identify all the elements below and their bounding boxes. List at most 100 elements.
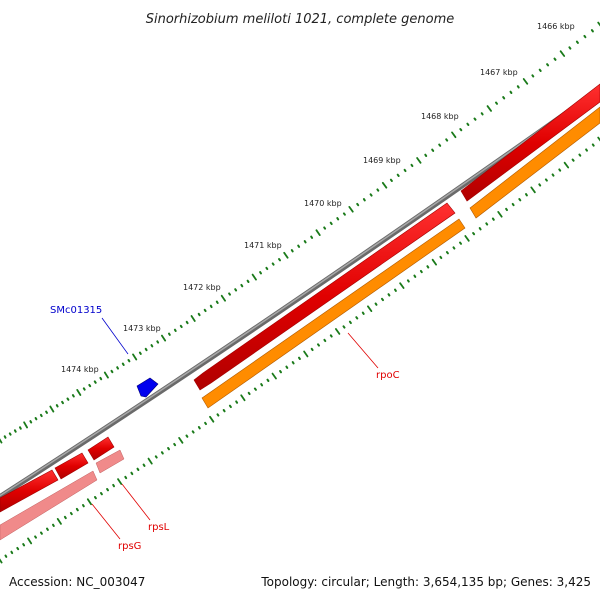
- major-tick: [27, 537, 33, 545]
- gene-label-SMc01315[interactable]: SMc01315: [50, 305, 102, 316]
- tick-label: 1469 kbp: [363, 156, 401, 165]
- major-tick: [497, 210, 503, 218]
- minor-tick: [410, 163, 414, 168]
- minor-tick: [310, 235, 314, 239]
- callout-line: [121, 483, 151, 521]
- minor-tick: [297, 244, 301, 248]
- minor-tick: [459, 241, 462, 245]
- minor-tick: [266, 378, 270, 382]
- minor-tick: [290, 249, 294, 253]
- minor-tick: [445, 251, 449, 255]
- minor-tick: [63, 515, 67, 520]
- minor-tick: [452, 246, 456, 250]
- minor-tick: [127, 359, 131, 363]
- minor-tick: [228, 404, 232, 409]
- minor-tick: [525, 193, 528, 197]
- inner-tick-track: [0, 136, 600, 564]
- gene-rpsL-cds[interactable]: [54, 436, 115, 480]
- major-tick: [303, 350, 309, 358]
- minor-tick: [154, 455, 158, 459]
- minor-tick: [22, 543, 26, 547]
- minor-tick: [197, 312, 201, 317]
- minor-tick: [247, 391, 251, 396]
- minor-tick: [45, 410, 48, 414]
- minor-tick: [222, 409, 226, 413]
- major-tick: [132, 353, 138, 361]
- tick-label: 1473 kbp: [123, 324, 161, 333]
- minor-tick: [150, 344, 154, 348]
- minor-tick: [568, 46, 572, 50]
- gene-rpoC-rna[interactable]: [201, 106, 600, 409]
- minor-tick: [138, 351, 142, 355]
- minor-tick: [509, 90, 513, 94]
- minor-tick: [168, 332, 171, 336]
- minor-tick: [4, 554, 8, 558]
- minor-tick: [116, 366, 119, 370]
- minor-tick: [336, 217, 340, 221]
- gene-rpoC-cds[interactable]: [193, 83, 600, 391]
- minor-tick: [71, 394, 75, 398]
- minor-tick: [185, 320, 189, 325]
- minor-tick: [491, 217, 495, 221]
- gene-rpsL-rna[interactable]: [95, 449, 125, 474]
- minor-tick: [403, 168, 407, 173]
- minor-tick: [253, 387, 257, 391]
- minor-tick: [112, 483, 115, 488]
- minor-tick: [94, 496, 97, 500]
- genome-backbone: [0, 86, 600, 500]
- minor-tick: [591, 143, 595, 147]
- minor-tick: [144, 347, 148, 352]
- major-tick: [283, 251, 289, 259]
- major-tick: [522, 78, 529, 85]
- major-tick: [348, 205, 354, 213]
- minor-tick: [204, 421, 207, 426]
- major-tick: [251, 273, 257, 281]
- minor-tick: [406, 279, 410, 283]
- minor-tick: [260, 383, 264, 387]
- outer-tick-track: [0, 21, 600, 444]
- minor-tick: [329, 334, 333, 338]
- minor-tick: [197, 426, 201, 430]
- minor-tick: [438, 143, 442, 147]
- major-tick: [147, 457, 153, 465]
- minor-tick: [278, 258, 281, 262]
- callout-line: [101, 317, 129, 355]
- minor-tick: [142, 463, 146, 467]
- tick-label: 1467 kbp: [480, 68, 518, 77]
- minor-tick: [13, 429, 17, 433]
- minor-tick: [16, 546, 20, 551]
- major-tick: [103, 371, 109, 379]
- minor-tick: [431, 148, 435, 152]
- minor-tick: [173, 328, 177, 332]
- gene-label-rpsG[interactable]: rpsG: [118, 541, 141, 552]
- minor-tick: [518, 198, 522, 202]
- minor-tick: [110, 369, 114, 374]
- minor-tick: [191, 430, 195, 434]
- minor-tick: [99, 376, 103, 381]
- tick-labels: 1466 kbp 1467 kbp 1468 kbp 1469 kbp 1470…: [61, 22, 575, 374]
- minor-tick: [10, 550, 14, 555]
- major-tick: [160, 334, 167, 342]
- minor-tick: [329, 221, 333, 226]
- minor-tick: [61, 400, 64, 405]
- gene-rpsG-rna[interactable]: [0, 470, 98, 541]
- gene-rpsG-cds[interactable]: [0, 469, 59, 513]
- major-tick: [190, 315, 196, 322]
- minor-tick: [82, 504, 85, 508]
- gene-SMc01315-cds[interactable]: [136, 377, 159, 398]
- minor-tick: [167, 447, 170, 451]
- minor-tick: [323, 226, 327, 230]
- tick-label: 1471 kbp: [244, 241, 282, 250]
- genome-backbone-highlight: [0, 87, 600, 497]
- minor-tick: [271, 262, 275, 266]
- gene-label-rpsL[interactable]: rpsL: [148, 522, 170, 533]
- minor-tick: [511, 202, 515, 207]
- minor-tick: [82, 387, 86, 391]
- major-tick: [56, 518, 62, 525]
- minor-tick: [502, 96, 506, 100]
- gene-label-rpoC[interactable]: rpoC: [376, 370, 400, 381]
- major-tick: [271, 372, 277, 380]
- minor-tick: [75, 507, 79, 512]
- minor-tick: [216, 413, 220, 417]
- minor-tick: [369, 193, 373, 197]
